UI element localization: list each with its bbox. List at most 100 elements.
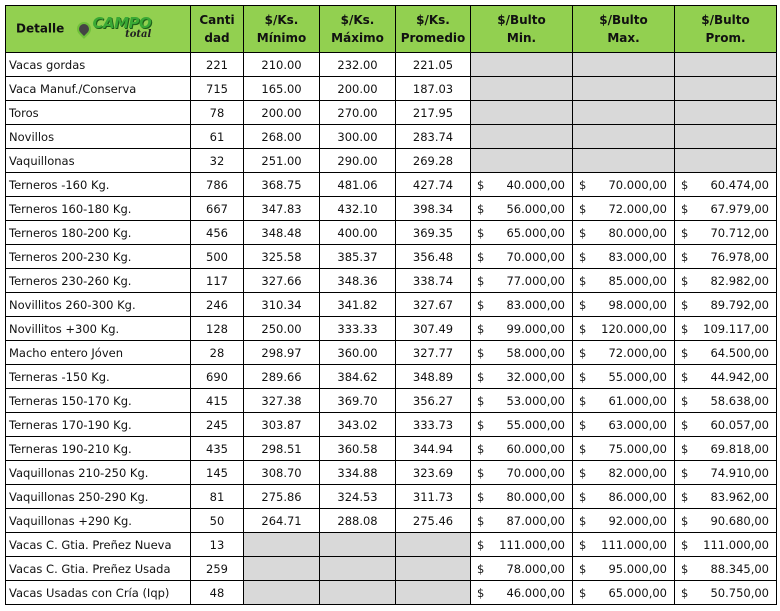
currency-symbol: $ bbox=[579, 393, 587, 408]
amount: 32.000,00 bbox=[506, 369, 565, 384]
cell-kg-max: 341.82 bbox=[319, 292, 396, 317]
currency-symbol: $ bbox=[681, 369, 689, 384]
cell-kg-min: 165.00 bbox=[243, 76, 320, 101]
cell-kg-prom-empty bbox=[395, 580, 471, 605]
cell-detalle: Novillitos +300 Kg. bbox=[5, 316, 191, 341]
amount: 90.680,00 bbox=[710, 513, 769, 528]
cell-cantidad: 415 bbox=[190, 388, 244, 413]
currency-symbol: $ bbox=[477, 441, 485, 456]
amount: 82.000,00 bbox=[608, 465, 667, 480]
amount: 69.818,00 bbox=[710, 441, 769, 456]
table-row: Novillitos +300 Kg. 128 250.00 333.33 307.49… bbox=[5, 316, 777, 341]
cell-kg-prom: 323.69 bbox=[395, 460, 471, 485]
currency-symbol: $ bbox=[579, 345, 587, 360]
cell-kg-max: 348.36 bbox=[319, 268, 396, 293]
cell-cantidad: 117 bbox=[190, 268, 244, 293]
cell-bulto-min: $78.000,00 bbox=[470, 556, 573, 581]
cell-kg-max: 290.00 bbox=[319, 148, 396, 173]
table-row: Terneras 150-170 Kg. 415 327.38 369.70 356.2… bbox=[5, 388, 777, 413]
currency-symbol: $ bbox=[579, 489, 587, 504]
amount: 67.979,00 bbox=[710, 201, 769, 216]
cell-kg-prom: 369.35 bbox=[395, 220, 471, 245]
cell-kg-prom: 307.49 bbox=[395, 316, 471, 341]
amount: 58.000,00 bbox=[506, 345, 565, 360]
currency-symbol: $ bbox=[477, 465, 485, 480]
cell-bulto-prom: $70.712,00 bbox=[674, 220, 777, 245]
cell-bulto-prom: $90.680,00 bbox=[674, 508, 777, 533]
amount: 89.792,00 bbox=[710, 297, 769, 312]
amount: 70.000,00 bbox=[506, 465, 565, 480]
amount: 58.638,00 bbox=[710, 393, 769, 408]
cell-bulto-min: $56.000,00 bbox=[470, 196, 573, 221]
header-cantidad: Canti dad bbox=[190, 5, 244, 53]
cell-bulto-prom: $74.910,00 bbox=[674, 460, 777, 485]
cell-kg-min: 308.70 bbox=[243, 460, 320, 485]
currency-symbol: $ bbox=[579, 273, 587, 288]
cell-bulto-prom: $64.500,00 bbox=[674, 340, 777, 365]
cell-kg-prom: 221.05 bbox=[395, 52, 471, 77]
table-row: Macho entero Jóven 28 298.97 360.00 327.77 $5… bbox=[5, 340, 777, 365]
amount: 72.000,00 bbox=[608, 201, 667, 216]
table-row: Vacas C. Gtia. Preñez Nueva 13 $111.000,00… bbox=[5, 532, 777, 557]
cell-bulto-max: $75.000,00 bbox=[572, 436, 675, 461]
header-detalle-label: Detalle bbox=[16, 21, 65, 36]
cell-bulto-prom: $50.750,00 bbox=[674, 580, 777, 605]
header-kg-max: $/Ks. Máximo bbox=[319, 5, 396, 53]
cell-kg-min: 347.83 bbox=[243, 196, 320, 221]
cell-bulto-max-empty bbox=[572, 52, 675, 77]
currency-symbol: $ bbox=[681, 393, 689, 408]
currency-symbol: $ bbox=[579, 297, 587, 312]
amount: 83.000,00 bbox=[506, 297, 565, 312]
cell-bulto-min: $83.000,00 bbox=[470, 292, 573, 317]
cell-kg-max: 360.00 bbox=[319, 340, 396, 365]
cell-detalle: Vaquillonas bbox=[5, 148, 191, 173]
cell-kg-min: 348.48 bbox=[243, 220, 320, 245]
cell-kg-max-empty bbox=[319, 580, 396, 605]
currency-symbol: $ bbox=[579, 441, 587, 456]
cell-bulto-min: $40.000,00 bbox=[470, 172, 573, 197]
cell-bulto-max: $86.000,00 bbox=[572, 484, 675, 509]
cell-kg-min: 200.00 bbox=[243, 100, 320, 125]
cell-detalle: Novillitos 260-300 Kg. bbox=[5, 292, 191, 317]
amount: 60.057,00 bbox=[710, 417, 769, 432]
cell-bulto-prom-empty bbox=[674, 76, 777, 101]
amount: 98.000,00 bbox=[608, 297, 667, 312]
table-row: Novillitos 260-300 Kg. 246 310.34 341.82 327… bbox=[5, 292, 777, 317]
currency-symbol: $ bbox=[579, 537, 587, 552]
currency-symbol: $ bbox=[681, 417, 689, 432]
currency-symbol: $ bbox=[579, 177, 587, 192]
cell-bulto-min: $77.000,00 bbox=[470, 268, 573, 293]
cell-bulto-max: $80.000,00 bbox=[572, 220, 675, 245]
cell-cantidad: 786 bbox=[190, 172, 244, 197]
cell-kg-prom: 427.74 bbox=[395, 172, 471, 197]
amount: 83.962,00 bbox=[710, 489, 769, 504]
cell-kg-prom-empty bbox=[395, 556, 471, 581]
currency-symbol: $ bbox=[681, 273, 689, 288]
campo-total-logo: CAMPO total bbox=[73, 16, 152, 40]
cell-detalle: Toros bbox=[5, 100, 191, 125]
amount: 82.982,00 bbox=[710, 273, 769, 288]
cell-detalle: Vaquillonas +290 Kg. bbox=[5, 508, 191, 533]
currency-symbol: $ bbox=[477, 225, 485, 240]
cell-kg-prom: 327.77 bbox=[395, 340, 471, 365]
currency-symbol: $ bbox=[477, 249, 485, 264]
amount: 120.000,00 bbox=[601, 321, 667, 336]
amount: 109.117,00 bbox=[703, 321, 769, 336]
cell-bulto-prom: $109.117,00 bbox=[674, 316, 777, 341]
cell-bulto-prom: $82.982,00 bbox=[674, 268, 777, 293]
currency-symbol: $ bbox=[681, 441, 689, 456]
table-row: Terneras -150 Kg. 690 289.66 384.62 348.89 $3… bbox=[5, 364, 777, 389]
header-detalle: Detalle CAMPO total bbox=[5, 5, 191, 53]
cell-bulto-max: $70.000,00 bbox=[572, 172, 675, 197]
table-row: Terneros -160 Kg. 786 368.75 481.06 427.74 $4… bbox=[5, 172, 777, 197]
cell-detalle: Vaquillonas 250-290 Kg. bbox=[5, 484, 191, 509]
currency-symbol: $ bbox=[579, 201, 587, 216]
amount: 56.000,00 bbox=[506, 201, 565, 216]
currency-symbol: $ bbox=[681, 321, 689, 336]
table-row: Vacas C. Gtia. Preñez Usada 259 $78.000,00… bbox=[5, 556, 777, 581]
table-row: Vaquillonas 210-250 Kg. 145 308.70 334.88 32… bbox=[5, 460, 777, 485]
cell-bulto-max: $82.000,00 bbox=[572, 460, 675, 485]
cell-bulto-prom-empty bbox=[674, 148, 777, 173]
cell-bulto-min-empty bbox=[470, 148, 573, 173]
amount: 83.000,00 bbox=[608, 249, 667, 264]
